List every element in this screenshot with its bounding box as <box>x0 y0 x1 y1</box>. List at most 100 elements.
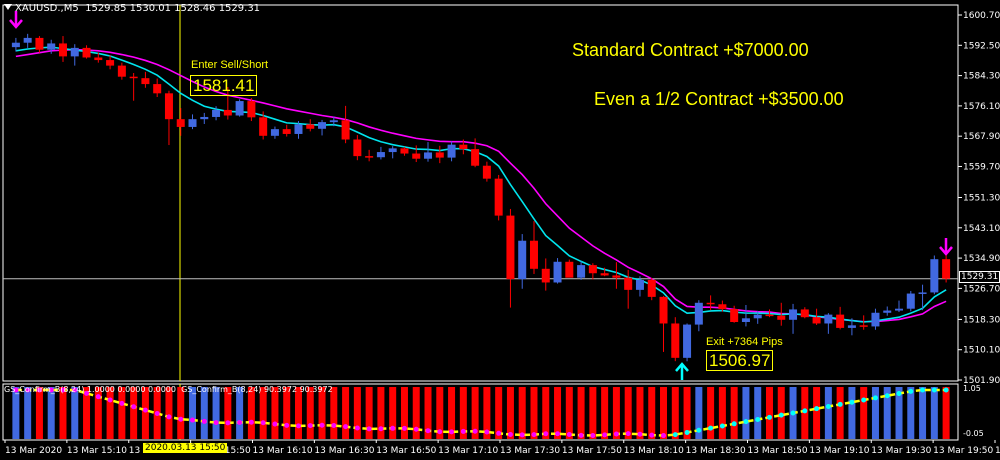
indicator-bar <box>389 387 397 439</box>
time-tick-label: 13 Mar 18:10 <box>624 446 684 456</box>
indicator-dot <box>531 432 537 438</box>
price-tick-label: 1518.30 <box>963 315 1000 325</box>
indicator-dot <box>166 414 172 420</box>
price-tick-label: 1526.70 <box>963 284 1000 294</box>
candle <box>306 119 315 132</box>
candle <box>141 71 150 88</box>
indicator-dot <box>401 425 407 431</box>
indicator-dot <box>72 387 78 393</box>
time-tick-label: 13 Mar 2020 <box>5 446 62 456</box>
candle <box>694 300 703 332</box>
candle <box>447 141 456 162</box>
indicator-bar <box>59 387 67 439</box>
indicator-dot <box>731 421 737 427</box>
indicator-bar <box>824 387 832 439</box>
candle <box>518 234 527 289</box>
sell-arrow-icon <box>9 11 23 29</box>
indicator-bar <box>271 387 279 439</box>
indicator-bar <box>636 387 644 439</box>
price-tick-label: 1510.10 <box>963 346 1000 356</box>
indicator-dot <box>107 397 113 403</box>
time-tick-label: 13 Mar 15:10 <box>67 446 127 456</box>
indicator-dot <box>425 428 431 434</box>
indicator-line <box>13 387 949 439</box>
indicator-bar <box>177 387 185 439</box>
indicator-dot <box>390 425 396 431</box>
candle <box>400 146 409 156</box>
indicator-dot <box>331 423 337 429</box>
indicator-bar <box>448 387 456 439</box>
indicator-bar <box>377 387 385 439</box>
indicator-dot <box>366 426 372 432</box>
indicator-tick-label: -0.05 <box>963 429 984 438</box>
indicator-dot <box>743 419 749 425</box>
indicator-bar <box>141 387 149 439</box>
indicator-dot <box>837 401 843 407</box>
candle <box>824 313 833 334</box>
indicator-dot <box>84 390 90 396</box>
indicator-bar <box>424 387 432 439</box>
indicator-dot <box>920 387 926 393</box>
indicator-bar <box>283 387 291 439</box>
price-tick-label: 1501.90 <box>963 376 1000 386</box>
time-tick-label: 13 Mar 20:10 <box>995 446 1000 456</box>
chevron-down-icon[interactable] <box>4 4 12 10</box>
indicator-bar <box>506 387 514 439</box>
price-tick-label: 1551.30 <box>963 194 1000 204</box>
indicator-dot <box>248 419 254 425</box>
indicator-dot <box>684 429 690 435</box>
candle <box>259 111 268 140</box>
indicator-dot <box>472 428 478 434</box>
indicator-bar <box>754 387 762 439</box>
price-tick-label: 1576.10 <box>963 102 1000 112</box>
indicator-dot <box>496 430 502 436</box>
indicator-dot <box>943 387 949 393</box>
indicator-dot <box>578 432 584 438</box>
indicator-dot <box>719 423 725 429</box>
candle <box>353 135 362 161</box>
indicator-dot <box>60 387 66 393</box>
candle <box>895 300 904 313</box>
indicator-dot <box>190 417 196 423</box>
candle <box>588 263 597 280</box>
enter-price-box: 1581.41 <box>190 75 258 96</box>
indicator-dot <box>343 424 349 430</box>
indicator-dot <box>543 431 549 437</box>
indicator-bar <box>236 387 244 439</box>
indicator-bar <box>895 387 903 439</box>
indicator-bar <box>24 387 32 439</box>
candle <box>117 62 126 80</box>
indicator-dot <box>661 433 667 439</box>
indicator-dot <box>178 416 184 422</box>
indicator-bar <box>542 387 550 439</box>
indicator-bar <box>94 387 102 439</box>
chart-header: XAUUSD.,M5 1529.85 1530.01 1528.46 1529.… <box>4 3 260 14</box>
indicator-bar <box>683 387 691 439</box>
indicator-bar <box>294 387 302 439</box>
candle <box>482 161 491 182</box>
candle <box>235 99 244 117</box>
indicator-bar <box>212 387 220 439</box>
candle <box>129 73 138 101</box>
candle <box>70 44 79 66</box>
candle <box>471 138 480 168</box>
indicator-dot <box>825 404 831 410</box>
time-tick-label: 13 Mar 16:50 <box>376 446 436 456</box>
indicator-dot <box>36 387 42 393</box>
price-tick-label: 1592.50 <box>963 41 1000 51</box>
indicator-dot <box>613 431 619 437</box>
candle <box>683 323 692 362</box>
candle <box>164 90 173 146</box>
time-tick-label: 13 Mar 16:30 <box>314 446 374 456</box>
indicator-bar <box>495 387 503 439</box>
indicator-dot <box>25 387 31 393</box>
indicator-bar <box>318 387 326 439</box>
indicator-dot <box>507 432 513 438</box>
time-tick-label: 13 Mar 19:30 <box>871 446 931 456</box>
candle <box>800 307 809 319</box>
indicator-bar <box>836 387 844 439</box>
indicator-dot <box>260 420 266 426</box>
candle <box>883 306 892 316</box>
candle <box>494 174 503 221</box>
indicator-bar <box>730 387 738 439</box>
